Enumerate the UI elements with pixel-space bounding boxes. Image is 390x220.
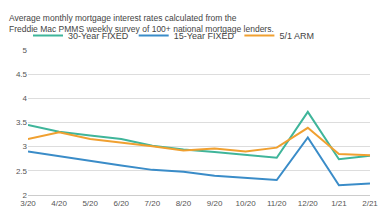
svg-text:30-Year FIXED: 30-Year FIXED: [68, 31, 129, 41]
svg-text:10/20: 10/20: [236, 199, 257, 208]
svg-text:6/20: 6/20: [113, 199, 129, 208]
svg-text:4: 4: [23, 94, 28, 103]
svg-text:1/21: 1/21: [331, 199, 347, 208]
svg-text:11/20: 11/20: [267, 199, 287, 208]
svg-text:3: 3: [23, 142, 28, 151]
svg-text:5: 5: [23, 46, 28, 55]
svg-text:9/20: 9/20: [207, 199, 223, 208]
svg-text:5/1 ARM: 5/1 ARM: [279, 31, 314, 41]
svg-text:2: 2: [23, 191, 28, 200]
svg-text:8/20: 8/20: [176, 199, 192, 208]
svg-text:7/20: 7/20: [145, 199, 161, 208]
svg-text:12/20: 12/20: [298, 199, 319, 208]
svg-text:15-Year FIXED: 15-Year FIXED: [174, 31, 235, 41]
svg-text:Average monthly mortgage inter: Average monthly mortgage interest rates …: [9, 13, 274, 34]
svg-text:2.5: 2.5: [16, 167, 28, 176]
svg-text:5/20: 5/20: [82, 199, 98, 208]
svg-text:4/20: 4/20: [51, 199, 67, 208]
svg-text:3.5: 3.5: [16, 118, 28, 127]
svg-text:3/20: 3/20: [20, 199, 36, 208]
svg-text:4.5: 4.5: [16, 70, 28, 79]
svg-text:2/21: 2/21: [362, 199, 378, 208]
